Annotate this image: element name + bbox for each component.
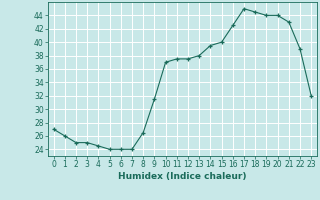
X-axis label: Humidex (Indice chaleur): Humidex (Indice chaleur) (118, 172, 247, 181)
